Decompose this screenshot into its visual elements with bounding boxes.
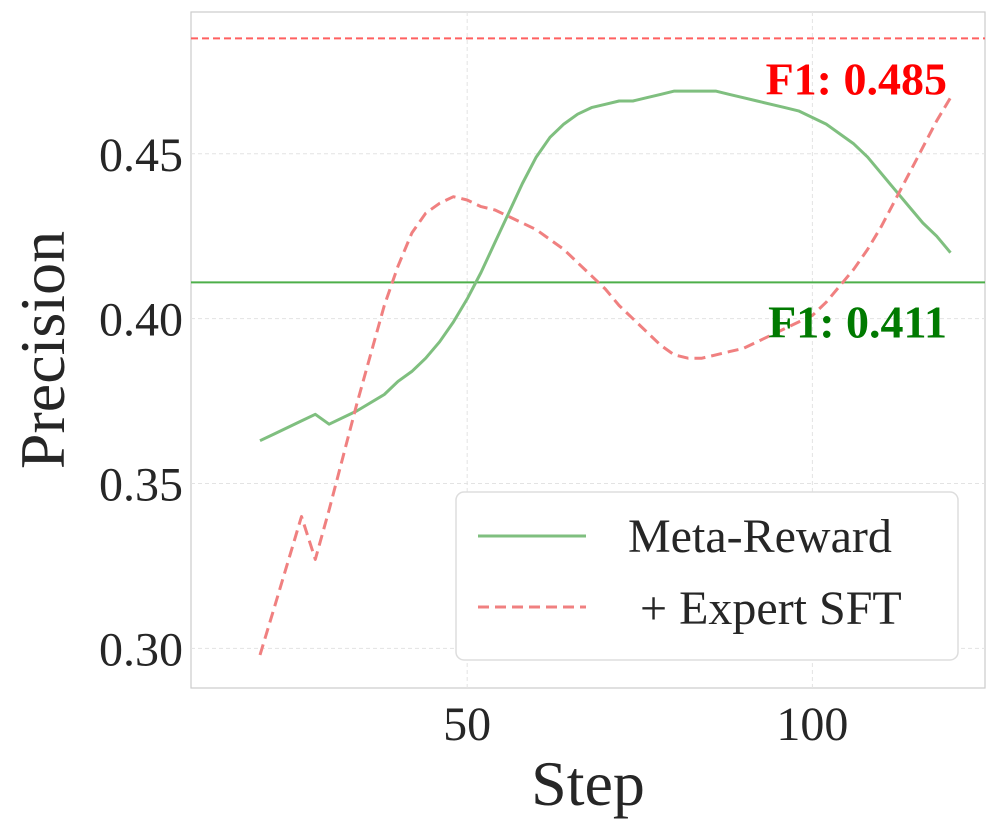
reference-label-f1-0-485: F1: 0.485 (766, 53, 947, 104)
reference-lines (191, 37, 985, 284)
y-tick-label: 0.30 (99, 623, 183, 676)
y-axis-title: Precision (7, 231, 78, 469)
y-tick-label: 0.45 (99, 129, 183, 182)
series-line-expert-sft (258, 96, 952, 656)
reference-label-f1-0-411: F1: 0.411 (768, 296, 947, 347)
x-tick-label: 50 (443, 698, 491, 751)
reference-labels: F1: 0.485 F1: 0.411 (766, 53, 947, 347)
legend: Meta-Reward + Expert SFT (455, 491, 959, 661)
x-tick-labels: 50 100 (443, 698, 848, 751)
x-axis-title: Step (531, 748, 645, 819)
legend-label-expert-sft: + Expert SFT (640, 582, 902, 635)
legend-box (455, 491, 959, 661)
legend-label-meta-reward: Meta-Reward (628, 510, 892, 563)
x-tick-label: 100 (776, 698, 848, 751)
series-line-meta-reward (259, 89, 952, 443)
y-tick-labels: 0.30 0.35 0.40 0.45 (99, 129, 183, 677)
y-tick-label: 0.40 (99, 294, 183, 347)
y-tick-label: 0.35 (99, 459, 183, 512)
series-lines (258, 89, 952, 656)
